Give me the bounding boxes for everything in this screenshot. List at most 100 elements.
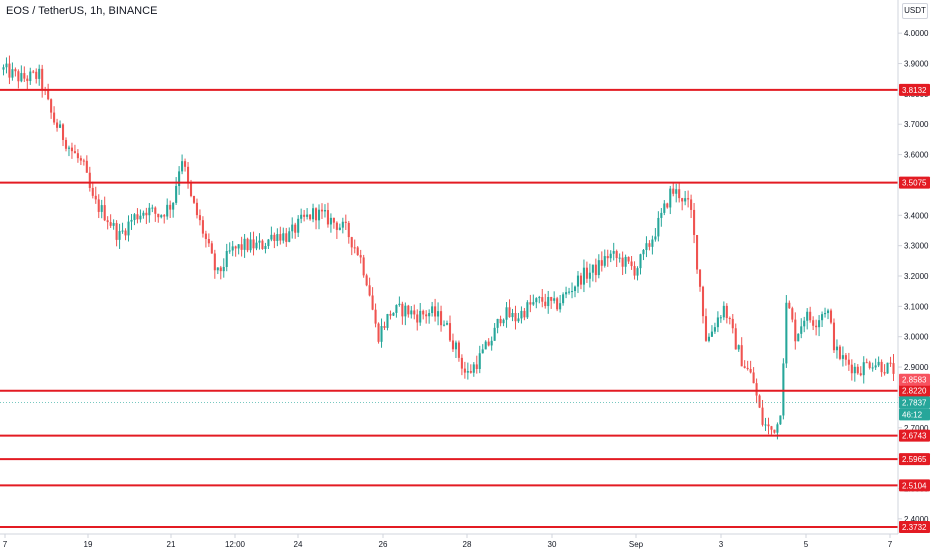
candle-body: [725, 305, 728, 319]
candle-body: [448, 323, 452, 341]
candle-body: [154, 207, 157, 214]
candle-body: [841, 355, 844, 359]
candle-body: [410, 310, 413, 315]
candle-body: [568, 291, 571, 293]
candle-body: [734, 328, 737, 350]
candle-body: [181, 161, 184, 172]
candle-body: [20, 73, 23, 82]
candle-body: [166, 204, 169, 217]
candle-body: [151, 207, 154, 209]
candle-body: [681, 198, 684, 202]
candle-body: [53, 112, 56, 123]
price-tick-label: 3.3000: [904, 242, 929, 251]
candle-body: [392, 312, 395, 316]
candle-body: [821, 314, 824, 321]
candle-body: [633, 266, 636, 276]
candle-body: [148, 207, 151, 216]
candle-body: [576, 275, 580, 287]
time-tick-label: 3: [719, 540, 724, 549]
candle-body: [704, 316, 708, 341]
level-price-tag-bg: [899, 384, 930, 397]
candle-body: [255, 242, 258, 249]
candle-body: [195, 202, 199, 216]
candle-body: [657, 217, 660, 237]
candle-body: [773, 429, 776, 433]
candle-body: [755, 383, 758, 396]
candle-body: [496, 318, 499, 328]
candle-body: [300, 214, 303, 219]
candle-body: [731, 318, 734, 329]
candle-body: [877, 361, 880, 366]
candle-body: [612, 251, 615, 254]
candle-body: [422, 310, 425, 315]
marker-price-tag-bg: [899, 373, 930, 386]
candle-body: [228, 250, 231, 252]
candle-body: [142, 212, 145, 216]
candle-body: [553, 298, 556, 301]
candle-body: [782, 363, 785, 416]
price-tick-label: 2.9000: [904, 363, 929, 372]
candle-body: [178, 171, 181, 187]
candle-body: [323, 210, 327, 212]
candle-body: [463, 368, 466, 373]
price-tick-label: 3.0000: [904, 333, 929, 342]
candle-body: [684, 198, 687, 202]
candle-body: [401, 303, 404, 317]
candle-body: [573, 286, 577, 292]
price-tick-label: 3.4000: [904, 211, 929, 220]
candle-body: [675, 189, 678, 194]
candle-body: [505, 307, 508, 320]
candle-body: [365, 275, 368, 286]
candle-body: [874, 365, 877, 368]
candle-body: [630, 261, 633, 267]
candle-body: [184, 161, 187, 167]
time-tick-label: 24: [294, 540, 303, 549]
candle-body: [192, 196, 196, 203]
candle-body: [487, 341, 490, 346]
candle-body: [383, 326, 386, 328]
chart-title: EOS / TetherUS, 1h, BINANCE: [6, 5, 158, 17]
candle-body: [740, 345, 743, 367]
marker-price-tag: 2.8583: [902, 376, 927, 385]
candle-body: [163, 215, 166, 217]
candle-body: [752, 372, 755, 384]
price-tick-label: 3.2000: [904, 272, 929, 281]
candle-body: [743, 366, 746, 368]
candle-body: [517, 318, 520, 322]
level-price-tag: 3.8132: [902, 86, 927, 95]
candle-body: [800, 326, 803, 334]
candle-body: [868, 362, 871, 368]
candle-body: [582, 267, 585, 285]
candle-body: [386, 314, 389, 328]
horizontal-levels: [0, 88, 898, 528]
candle-body: [273, 234, 276, 241]
bar-countdown-tag: 46:12: [902, 410, 923, 419]
candle-body: [267, 239, 270, 247]
candle-body: [663, 203, 666, 213]
candle-body: [160, 215, 163, 218]
candle-body: [490, 340, 493, 346]
candle-body: [377, 323, 380, 342]
candle-body: [231, 246, 234, 251]
candle-body: [514, 313, 517, 322]
candle-body: [97, 199, 100, 212]
candle-body: [508, 307, 511, 318]
candle-body: [204, 233, 207, 240]
candle-body: [317, 209, 321, 221]
candle-body: [710, 331, 713, 337]
candle-body: [547, 297, 550, 307]
level-price-tag-bg: [899, 453, 930, 466]
candle-body: [565, 292, 568, 295]
candle-body: [687, 198, 690, 200]
candle-body: [728, 318, 731, 320]
currency-unit-badge[interactable]: USDT: [902, 3, 928, 19]
candle-body: [466, 371, 469, 373]
candle-body: [26, 78, 29, 82]
candle-body: [347, 222, 350, 238]
candle-body: [785, 302, 788, 364]
candle-body: [413, 310, 416, 315]
candle-body: [493, 327, 496, 341]
candle-body: [597, 260, 600, 276]
candle-body: [651, 239, 654, 247]
